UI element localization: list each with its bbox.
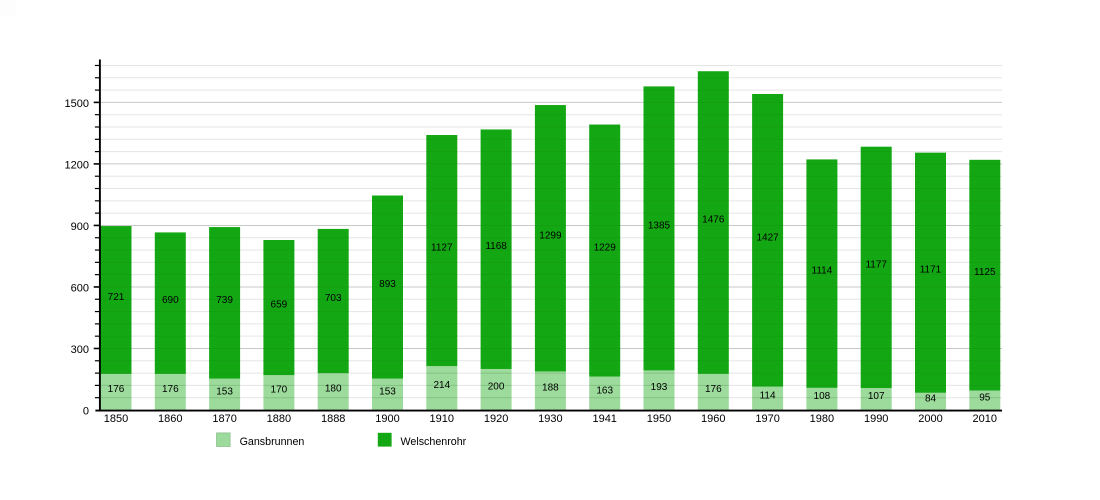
svg-text:690: 690 (162, 295, 179, 306)
svg-text:1870: 1870 (212, 413, 236, 425)
svg-text:1960: 1960 (701, 413, 725, 425)
svg-text:1171: 1171 (920, 265, 942, 276)
svg-text:1850: 1850 (104, 413, 128, 425)
svg-text:1950: 1950 (647, 413, 671, 425)
svg-text:1980: 1980 (810, 413, 834, 425)
svg-text:176: 176 (162, 384, 179, 395)
svg-text:163: 163 (596, 385, 613, 396)
svg-text:1200: 1200 (65, 159, 89, 171)
svg-text:Gansbrunnen: Gansbrunnen (240, 436, 305, 448)
svg-text:1385: 1385 (648, 220, 671, 231)
svg-text:0: 0 (83, 406, 89, 418)
svg-text:600: 600 (71, 283, 89, 295)
svg-text:1125: 1125 (974, 267, 996, 278)
svg-text:153: 153 (379, 386, 396, 397)
svg-text:721: 721 (108, 292, 125, 303)
svg-text:153: 153 (216, 386, 233, 397)
svg-text:703: 703 (325, 293, 342, 304)
svg-text:1127: 1127 (431, 243, 453, 254)
svg-text:200: 200 (488, 382, 505, 393)
svg-text:900: 900 (71, 221, 89, 233)
svg-text:193: 193 (651, 382, 668, 393)
svg-text:180: 180 (325, 384, 342, 395)
svg-text:2010: 2010 (973, 413, 997, 425)
svg-text:1177: 1177 (865, 259, 887, 270)
svg-text:108: 108 (814, 391, 831, 402)
svg-text:176: 176 (108, 384, 125, 395)
svg-text:1970: 1970 (755, 413, 779, 425)
svg-text:176: 176 (705, 384, 722, 395)
svg-text:84: 84 (925, 393, 937, 404)
svg-text:1888: 1888 (321, 413, 345, 425)
svg-text:739: 739 (216, 295, 233, 306)
svg-text:1427: 1427 (756, 232, 779, 243)
svg-text:1910: 1910 (430, 413, 454, 425)
svg-text:300: 300 (71, 344, 89, 356)
svg-text:1900: 1900 (375, 413, 399, 425)
svg-text:893: 893 (379, 279, 396, 290)
svg-text:1229: 1229 (594, 243, 617, 254)
svg-text:Welschenrohr: Welschenrohr (401, 436, 467, 448)
svg-text:1930: 1930 (538, 413, 562, 425)
svg-text:1500: 1500 (65, 98, 89, 110)
svg-text:107: 107 (868, 391, 885, 402)
svg-text:1114: 1114 (812, 266, 833, 277)
svg-text:1168: 1168 (485, 241, 507, 252)
svg-text:659: 659 (271, 300, 288, 311)
svg-text:1299: 1299 (539, 230, 562, 241)
svg-text:1860: 1860 (158, 413, 182, 425)
svg-text:1476: 1476 (702, 215, 725, 226)
svg-text:214: 214 (433, 380, 450, 391)
svg-text:2000: 2000 (918, 413, 942, 425)
svg-text:114: 114 (760, 390, 776, 401)
svg-text:95: 95 (979, 392, 991, 403)
svg-text:170: 170 (271, 385, 288, 396)
svg-text:188: 188 (542, 383, 559, 394)
svg-text:1880: 1880 (267, 413, 291, 425)
svg-text:1990: 1990 (864, 413, 888, 425)
svg-text:1920: 1920 (484, 413, 508, 425)
svg-text:1941: 1941 (592, 413, 616, 425)
